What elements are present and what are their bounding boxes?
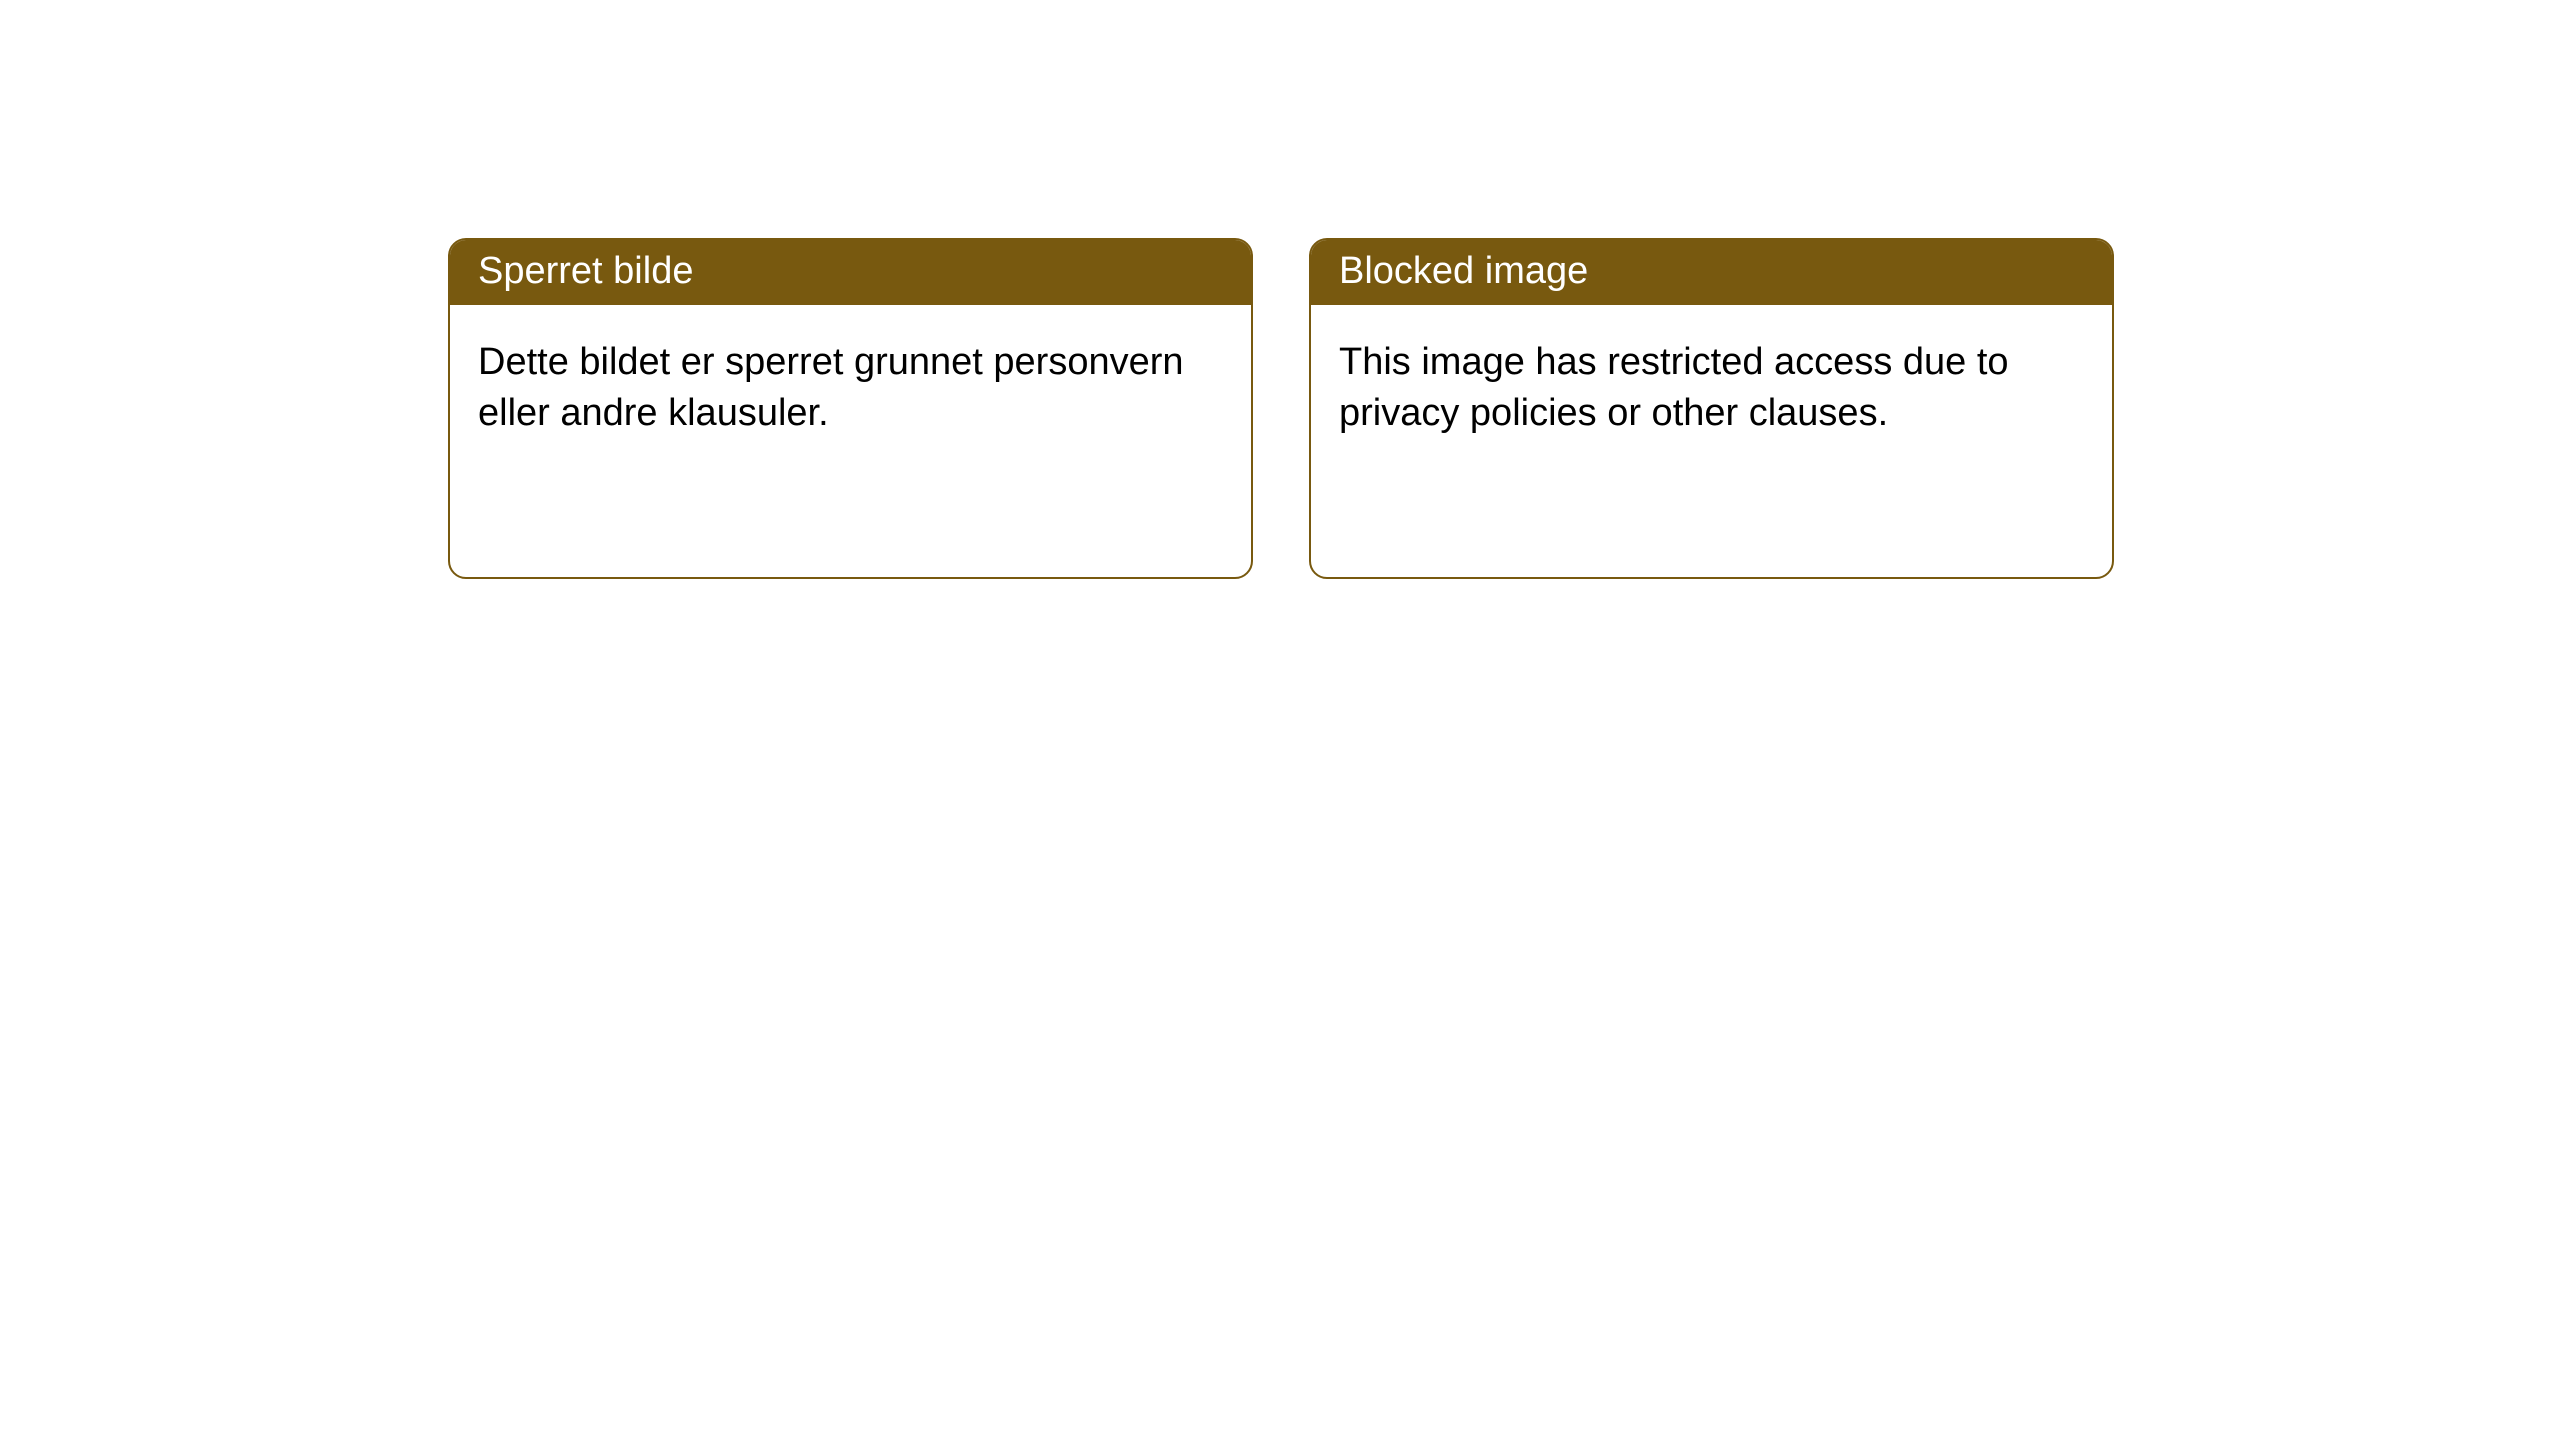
notice-card-body: Dette bildet er sperret grunnet personve…: [450, 305, 1251, 577]
notice-card-english: Blocked image This image has restricted …: [1309, 238, 2114, 579]
notice-card-title: Sperret bilde: [450, 240, 1251, 305]
notice-card-title: Blocked image: [1311, 240, 2112, 305]
notice-cards-container: Sperret bilde Dette bildet er sperret gr…: [448, 238, 2560, 579]
notice-card-body: This image has restricted access due to …: [1311, 305, 2112, 577]
notice-card-norwegian: Sperret bilde Dette bildet er sperret gr…: [448, 238, 1253, 579]
